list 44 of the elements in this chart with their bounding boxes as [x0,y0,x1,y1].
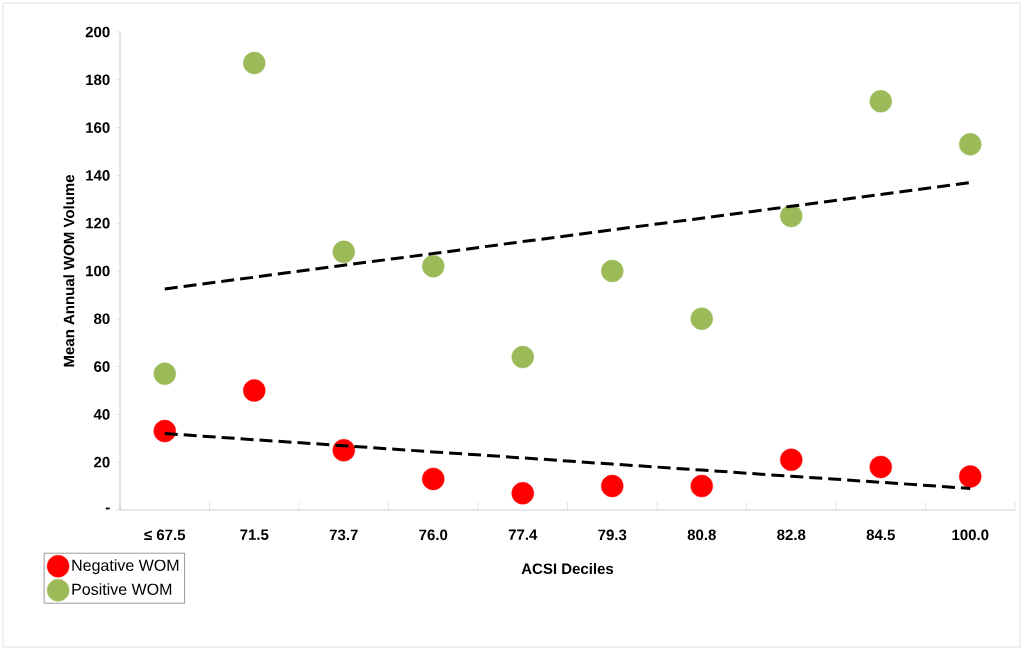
y-tick-label: 120 [86,217,110,229]
x-axis-title: ACSI Deciles [521,563,614,575]
y-tick-label: 100 [86,265,110,277]
legend-label: Negative WOM [72,559,179,575]
x-tick-label: 73.7 [329,529,358,541]
y-tick-label: 80 [93,313,110,325]
point [601,259,624,283]
point [959,133,982,156]
x-tick-label: 84.5 [866,529,895,541]
point [869,90,892,113]
y-tick-label: 200 [85,26,110,38]
point [511,482,534,505]
y-tick-label: - [105,507,110,510]
point [601,474,624,498]
point [422,255,445,278]
point [780,448,803,471]
point [243,51,266,75]
point [153,362,176,385]
y-tick-label: 160 [86,122,110,133]
y-axis-title: Mean Annual WOM Volume [63,174,75,367]
x-tick-label: 80.8 [687,529,716,541]
x-tick-label: 82.8 [777,529,806,541]
x-tick-label: 100.0 [952,529,989,541]
point [153,419,176,443]
point [690,307,713,330]
x-tick-label: 76.0 [419,529,448,541]
point [332,240,355,264]
point [780,204,803,228]
point [511,345,534,369]
point [690,474,713,498]
point [959,465,982,488]
point [243,379,266,402]
x-tick-label: 77.4 [508,529,538,540]
y-tick-label: 140 [86,170,110,181]
y-tick-label: 40 [93,409,110,420]
y-tick-label: 20 [94,456,110,468]
y-tick-label: 180 [86,74,110,86]
x-tick-label: 79.3 [598,529,627,541]
x-tick-label: ≤ 67.5 [144,529,186,541]
point [869,455,892,479]
x-tick-label: 71.5 [240,529,269,540]
point [422,467,445,491]
legend-label: Positive WOM [72,583,172,595]
y-tick-label: 60 [94,361,110,372]
